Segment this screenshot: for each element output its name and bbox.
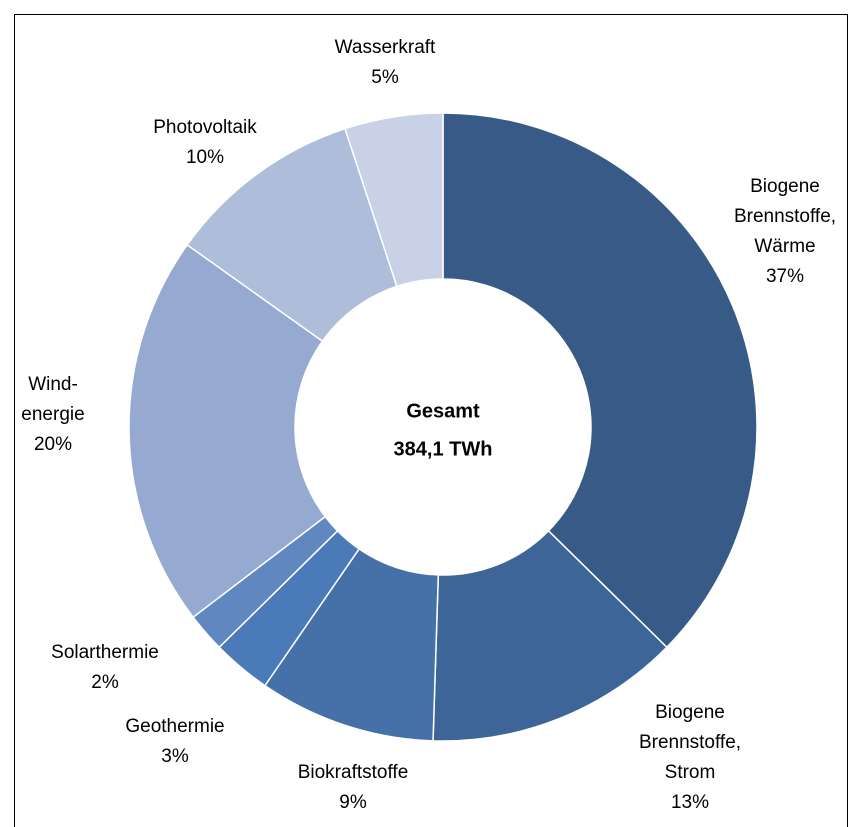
- category-label: Wärme: [754, 236, 815, 257]
- value-label: 13%: [671, 792, 709, 813]
- value-label: 20%: [34, 434, 72, 455]
- donut-segment: [128, 243, 327, 619]
- value-label: 10%: [186, 147, 224, 168]
- value-label: 5%: [371, 67, 399, 88]
- value-label: 3%: [161, 746, 189, 767]
- center-label: 384,1 TWh: [394, 438, 493, 460]
- category-label: Geothermie: [125, 716, 224, 737]
- value-label: 2%: [91, 672, 119, 693]
- donut-segment: [344, 112, 444, 288]
- category-label: Brennstoffe,: [639, 732, 741, 753]
- category-label: Wasserkraft: [335, 37, 436, 58]
- value-label: 9%: [339, 792, 367, 813]
- category-label: Biogene: [655, 702, 725, 723]
- category-label: Photovoltaik: [153, 117, 257, 138]
- category-label: Wind-: [28, 374, 78, 395]
- donut-segment: [432, 529, 668, 742]
- category-label: Brennstoffe,: [734, 206, 836, 227]
- category-label: Biokraftstoffe: [298, 762, 409, 783]
- frame: [14, 14, 848, 827]
- donut-segment: [442, 112, 758, 649]
- category-label: Strom: [665, 762, 716, 783]
- category-label: energie: [21, 404, 84, 425]
- category-label: Solarthermie: [51, 642, 159, 663]
- category-label: Biogene: [750, 176, 820, 197]
- center-label: Gesamt: [406, 400, 480, 422]
- value-label: 37%: [766, 266, 804, 287]
